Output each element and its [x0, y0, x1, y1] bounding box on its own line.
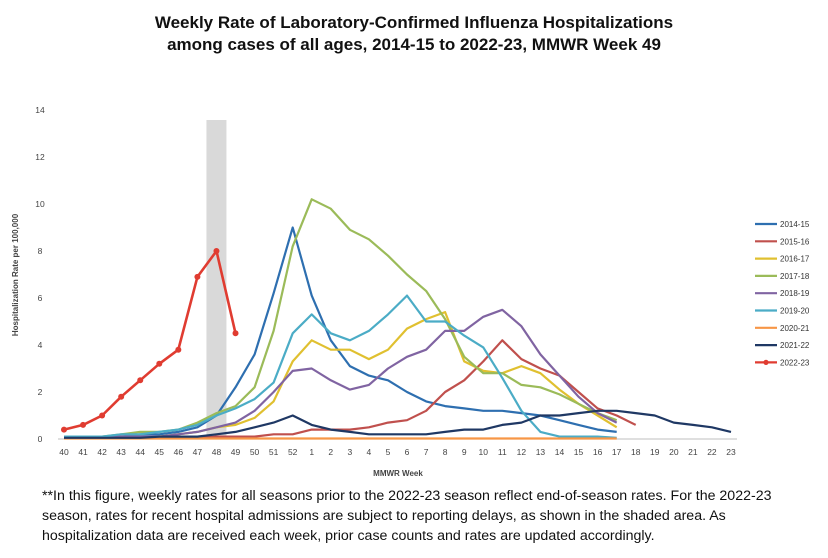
- series-2014-15-line: [64, 226, 617, 438]
- y-axis-label: Hospitalization Rate per 100,000: [11, 213, 20, 336]
- series-2022-23-point: [137, 377, 144, 384]
- x-tick-label: 1: [309, 447, 314, 457]
- series-2022-23-line: [63, 249, 237, 431]
- x-tick-label: 23: [726, 447, 736, 457]
- x-tick-label: 20: [669, 447, 679, 457]
- series-2019-20-line: [64, 294, 617, 439]
- x-tick-label: 5: [386, 447, 391, 457]
- x-tick-label: 19: [650, 447, 660, 457]
- series-2022-23-point: [99, 412, 106, 419]
- legend-2018-19-label: 2018-19: [780, 289, 810, 298]
- series-2022-23-point: [213, 248, 220, 254]
- reporting-delay-shade: [206, 120, 227, 439]
- legend-2016-17-label: 2016-17: [780, 255, 810, 264]
- y-tick-label: 6: [38, 293, 43, 303]
- x-tick-label: 45: [155, 447, 165, 457]
- x-tick-label: 44: [135, 447, 145, 457]
- x-tick-label: 21: [688, 447, 698, 457]
- series-2022-23-point: [156, 360, 163, 367]
- x-tick-label: 16: [593, 447, 603, 457]
- legend-2020-21-label: 2020-21: [780, 324, 810, 333]
- legend-2015-16-label: 2015-16: [780, 237, 810, 246]
- x-tick-label: 51: [269, 447, 279, 457]
- legend-2019-20-label: 2019-20: [780, 307, 810, 316]
- x-tick-label: 13: [536, 447, 546, 457]
- x-tick-label: 2: [328, 447, 333, 457]
- legend: 2014-15 2015-16 2016-17 2017-18 2018-19 2019-…: [755, 220, 810, 367]
- x-tick-label: 49: [231, 447, 241, 457]
- x-tick-label: 7: [424, 447, 429, 457]
- legend-2022-23-marker: [763, 359, 769, 365]
- x-tick-label: 8: [443, 447, 448, 457]
- legend-2022-23-label: 2022-23: [780, 358, 810, 367]
- series-2022-23-point: [175, 346, 182, 353]
- x-tick-label: 11: [498, 447, 507, 457]
- y-tick-label: 2: [38, 387, 43, 397]
- series-2022-23-point: [118, 393, 125, 400]
- legend-2014-15-label: 2014-15: [780, 220, 810, 229]
- chart-title-line-2: among cases of all ages, 2014-15 to 2022…: [167, 35, 661, 54]
- x-tick-label: 43: [116, 447, 126, 457]
- x-tick-label: 50: [250, 447, 260, 457]
- x-tick-label: 42: [97, 447, 107, 457]
- x-tick-label: 6: [405, 447, 410, 457]
- y-tick-label: 4: [38, 340, 43, 350]
- x-axis-label: MMWR Week: [373, 469, 423, 478]
- x-tick-label: 4: [367, 447, 372, 457]
- chart-title: Weekly Rate of Laboratory-Confirmed Infl…: [0, 12, 828, 56]
- series-2022-23-point: [80, 421, 87, 428]
- legend-2021-22-label: 2021-22: [780, 341, 810, 350]
- x-tick-label: 10: [479, 447, 489, 457]
- y-tick-label: 12: [35, 152, 45, 162]
- footnote: **In this figure, weekly rates for all s…: [42, 488, 772, 544]
- x-tick-label: 40: [59, 447, 69, 457]
- x-tick-label: 22: [707, 447, 717, 457]
- series-2022-23-point: [61, 426, 67, 433]
- x-tick-label: 9: [462, 447, 467, 457]
- y-tick-label: 10: [35, 199, 45, 209]
- x-tick-label: 48: [212, 447, 222, 457]
- series-2022-23-point: [194, 273, 201, 280]
- x-tick-label: 15: [574, 447, 584, 457]
- chart-title-line-1: Weekly Rate of Laboratory-Confirmed Infl…: [154, 13, 674, 32]
- series-layer: [61, 198, 732, 440]
- legend-2017-18-label: 2017-18: [780, 272, 810, 281]
- y-tick-label: 8: [38, 246, 43, 256]
- y-tick-label: 0: [38, 434, 43, 444]
- x-tick-label: 52: [288, 447, 298, 457]
- y-tick-label: 14: [35, 105, 45, 115]
- x-tick-label: 18: [631, 447, 641, 457]
- series-2022-23-point: [232, 330, 239, 337]
- series-2021-22-line: [64, 409, 732, 439]
- x-tick-label: 12: [517, 447, 527, 457]
- series-2017-18-line: [64, 198, 618, 438]
- x-tick-label: 17: [612, 447, 622, 457]
- x-tick-label: 41: [78, 447, 88, 457]
- x-tick-label: 14: [555, 447, 565, 457]
- x-tick-label: 47: [193, 447, 203, 457]
- x-tick-label: 3: [347, 447, 352, 457]
- shaded-region-layer: [206, 120, 227, 439]
- x-tick-label: 46: [174, 447, 184, 457]
